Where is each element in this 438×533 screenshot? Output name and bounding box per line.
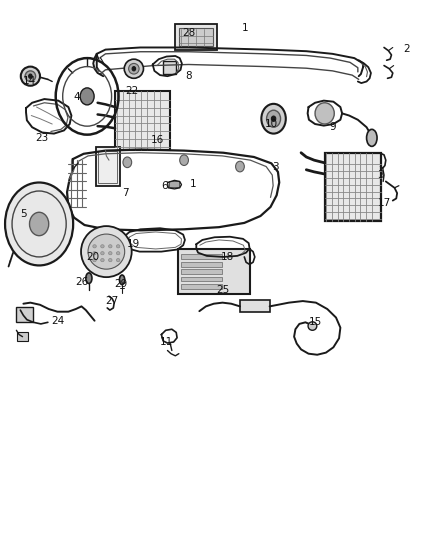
Ellipse shape [88,234,125,269]
Bar [180,277,222,281]
Ellipse shape [80,88,94,105]
Text: 5: 5 [20,209,27,220]
Ellipse shape [101,259,104,262]
Bar [175,24,217,50]
Text: 8: 8 [185,71,192,81]
Text: 20: 20 [86,252,99,262]
Text: 2: 2 [403,44,410,53]
Bar [240,300,270,312]
Text: 22: 22 [125,86,138,96]
Bar [180,262,222,266]
Bar [163,61,176,74]
Ellipse shape [129,63,139,74]
Ellipse shape [5,182,73,265]
Bar [179,28,213,46]
Ellipse shape [267,110,281,127]
Ellipse shape [86,273,92,284]
Ellipse shape [124,59,144,78]
Bar [115,91,170,150]
Ellipse shape [25,71,35,82]
Ellipse shape [132,67,136,71]
Ellipse shape [117,252,120,255]
Ellipse shape [93,252,96,255]
Ellipse shape [315,103,334,124]
Text: 15: 15 [308,317,321,327]
Bar [325,154,381,221]
Text: 11: 11 [160,337,173,347]
Text: 16: 16 [151,135,165,145]
Ellipse shape [109,245,112,248]
Text: 3: 3 [377,170,384,180]
Text: 1: 1 [242,23,248,34]
Ellipse shape [308,322,317,330]
Ellipse shape [117,245,120,248]
Text: 7: 7 [122,188,128,198]
Ellipse shape [93,259,96,262]
Text: 19: 19 [127,239,141,249]
Text: 1: 1 [190,179,196,189]
Bar [99,151,117,182]
Ellipse shape [180,155,188,165]
Ellipse shape [93,245,96,248]
Ellipse shape [272,116,276,122]
Text: 6: 6 [161,181,168,191]
Bar [96,148,120,185]
Text: 23: 23 [35,133,49,143]
Text: 29: 29 [114,279,127,288]
Text: 18: 18 [221,252,234,262]
Text: 10: 10 [265,119,278,129]
Ellipse shape [29,212,49,236]
Text: 17: 17 [378,198,392,208]
Ellipse shape [117,259,120,262]
Bar [180,284,222,289]
Text: 25: 25 [217,286,230,295]
Ellipse shape [101,245,104,248]
Text: 4: 4 [74,92,81,102]
Bar [169,181,179,187]
Ellipse shape [367,130,377,147]
Ellipse shape [21,67,40,86]
Text: 24: 24 [51,316,64,326]
Ellipse shape [236,161,244,172]
Text: 9: 9 [329,122,336,132]
Ellipse shape [261,104,286,134]
Bar [180,269,222,274]
Text: 28: 28 [182,28,195,38]
Bar [180,254,222,259]
Text: 27: 27 [106,296,119,306]
Text: 26: 26 [75,278,88,287]
Ellipse shape [109,259,112,262]
Bar [16,308,33,322]
Ellipse shape [120,275,125,285]
Text: 3: 3 [272,161,279,172]
Ellipse shape [109,252,112,255]
Ellipse shape [123,157,132,167]
Bar [177,249,250,294]
Ellipse shape [28,74,32,78]
Text: 14: 14 [22,77,36,86]
Ellipse shape [101,252,104,255]
Ellipse shape [81,226,132,277]
Bar [17,333,28,341]
